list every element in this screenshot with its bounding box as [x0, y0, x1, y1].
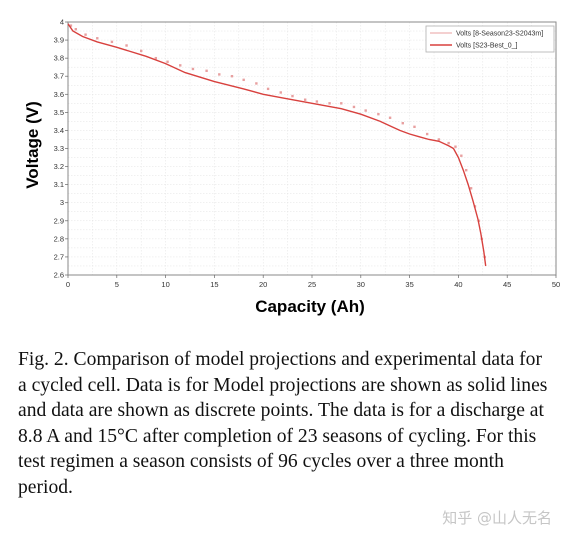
y-tick-label: 2.8 — [54, 234, 64, 243]
x-tick-label: 30 — [357, 280, 365, 289]
data-point — [205, 69, 208, 72]
data-point — [291, 94, 294, 98]
chart-grid — [67, 21, 557, 276]
data-point — [340, 102, 343, 105]
x-tick-label: 50 — [552, 280, 560, 289]
y-tick-label: 3.1 — [54, 180, 64, 189]
y-tick-label: 3.9 — [54, 36, 64, 45]
data-point — [364, 109, 367, 112]
voltage-capacity-chart: 0 5 10 15 20 25 30 35 40 45 50 2.6 2.7 2.8 2.9 3 3.1 3.2… — [23, 18, 560, 317]
y-tick-label: 3.8 — [54, 54, 64, 63]
data-point — [140, 49, 143, 53]
data-point — [191, 67, 195, 71]
y-tick-label: 2.9 — [54, 216, 64, 225]
model-projection-line — [67, 23, 487, 267]
experimental-points — [69, 24, 486, 259]
x-tick-label: 0 — [66, 280, 70, 289]
y-tick-label: 3 — [60, 198, 64, 207]
figure-caption: Fig. 2. Comparison of model projections … — [18, 349, 548, 498]
data-point — [166, 60, 169, 63]
data-point — [377, 112, 380, 116]
y-axis-label: Voltage (V) — [23, 101, 42, 189]
x-axis-label: Capacity (Ah) — [255, 297, 365, 316]
x-tick-label: 15 — [210, 280, 218, 289]
y-tick-labels: 2.6 2.7 2.8 2.9 3 3.1 3.2 3.3 3.4 3.5 3.6 3.7 3.8 3.9… — [54, 18, 68, 280]
data-point — [437, 138, 441, 141]
data-point — [469, 187, 473, 190]
y-tick-label: 3.5 — [54, 108, 64, 117]
data-point — [328, 102, 331, 105]
data-point — [230, 75, 234, 78]
data-point — [465, 168, 468, 172]
y-tick-label: 3.2 — [54, 162, 64, 171]
data-point — [242, 78, 245, 82]
y-tick-label: 3.4 — [54, 126, 64, 135]
y-tick-label: 3.7 — [54, 72, 64, 81]
data-point — [425, 132, 429, 136]
x-tick-labels: 0 5 10 15 20 25 30 35 40 45 50 — [66, 275, 560, 289]
data-point — [401, 122, 404, 125]
data-point — [460, 154, 463, 157]
data-point — [413, 125, 416, 129]
x-tick-label: 20 — [259, 280, 267, 289]
data-point — [303, 98, 307, 101]
data-point — [125, 44, 128, 47]
y-tick-label: 2.7 — [54, 252, 64, 261]
x-tick-label: 10 — [161, 280, 169, 289]
data-point — [279, 91, 282, 94]
x-tick-label: 25 — [308, 280, 316, 289]
data-point — [96, 37, 99, 40]
y-tick-label: 3.6 — [54, 90, 64, 99]
data-point — [179, 64, 182, 67]
data-point — [69, 24, 73, 27]
y-tick-label: 2.6 — [54, 271, 64, 280]
data-point — [315, 100, 319, 103]
watermark: 知乎 @山人无名 — [442, 509, 552, 527]
data-point — [218, 73, 221, 76]
data-point — [447, 141, 450, 145]
legend-label-line: Volts [S23-Best_0_] — [456, 43, 518, 50]
x-tick-label: 5 — [115, 280, 119, 289]
x-tick-label: 45 — [503, 280, 511, 289]
legend: Volts [8-Season23-S2043m] Volts [S23-Bes… — [425, 25, 555, 53]
data-point — [388, 116, 392, 119]
data-point — [84, 33, 87, 36]
data-point — [454, 145, 457, 148]
data-point — [255, 82, 258, 85]
data-point — [154, 56, 158, 60]
legend-label-points: Volts [8-Season23-S2043m] — [456, 31, 543, 38]
x-tick-label: 35 — [405, 280, 413, 289]
data-point — [74, 28, 78, 31]
y-tick-label: 3.3 — [54, 144, 64, 153]
data-point — [352, 105, 356, 109]
data-point — [110, 40, 114, 44]
legend-box — [425, 25, 555, 53]
x-tick-label: 40 — [454, 280, 462, 289]
y-tick-label: 4 — [60, 18, 64, 27]
data-point — [266, 87, 270, 91]
